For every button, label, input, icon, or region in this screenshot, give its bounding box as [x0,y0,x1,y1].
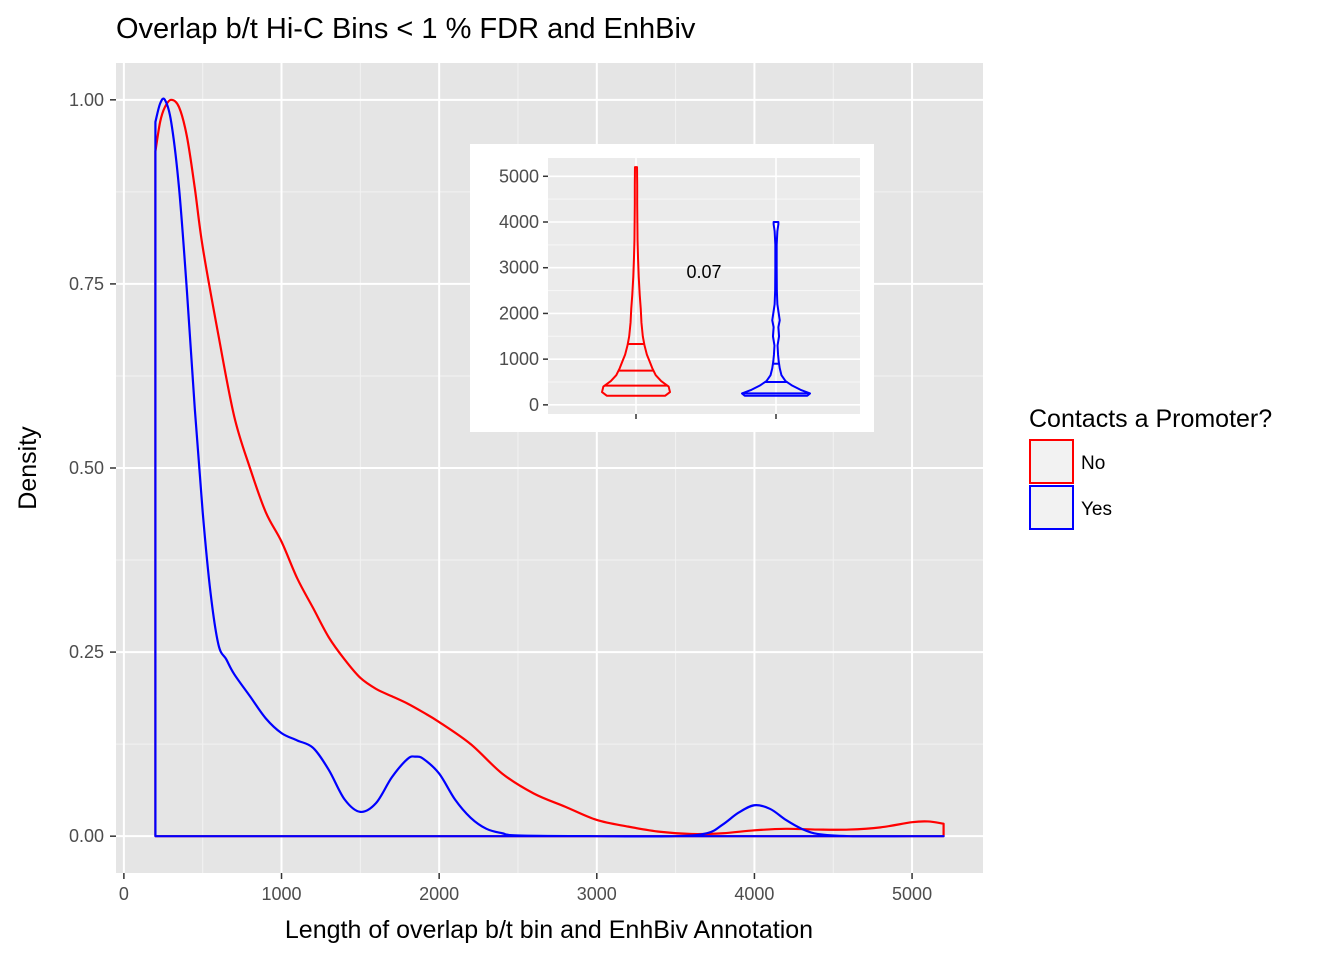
y-tick-label: 0.50 [69,458,104,478]
x-axis-label: Length of overlap b/t bin and EnhBiv Ann… [285,916,813,944]
y-axis-label: Density [14,426,42,510]
legend: Contacts a Promoter? No Yes [1029,405,1272,530]
x-tick-label: 3000 [577,884,617,904]
inset-y-tick-label: 3000 [499,258,539,278]
density-curve-yes [154,97,945,838]
x-tick-label: 5000 [892,884,932,904]
x-tick-label: 1000 [261,884,301,904]
inset-y-tick-label: 1000 [499,349,539,369]
violin-yes [741,221,811,397]
density-series [154,97,945,838]
chart-title: Overlap b/t Hi-C Bins < 1 % FDR and EnhB… [116,13,696,45]
inset-grid [548,158,860,414]
density-curve-no [154,98,945,838]
main-axes: 0 1000 2000 3000 4000 5000 0.00 0.25 0.50 0.75 1.0… [69,90,932,904]
inset-violin-plot: 0.07 0 1000 2000 3000 4000 5000 [470,144,874,432]
y-tick-label: 0.00 [69,826,104,846]
x-tick-label: 2000 [419,884,459,904]
legend-items: No Yes [1029,439,1112,530]
y-tick-label: 0.75 [69,274,104,294]
inset-y-tick-label: 5000 [499,166,539,186]
legend-key-no [1029,439,1074,484]
y-tick-label: 1.00 [69,90,104,110]
y-tick-label: 0.25 [69,642,104,662]
inset-annotation: 0.07 [686,262,721,282]
inset-y-tick-label: 2000 [499,303,539,323]
legend-title: Contacts a Promoter? [1029,405,1272,433]
legend-key-yes [1029,485,1074,530]
x-tick-label: 4000 [734,884,774,904]
inset-y-tick-label: 0 [529,395,539,415]
inset-violins [601,166,811,397]
violin-no [601,166,671,397]
inset-y-tick-label: 4000 [499,212,539,232]
legend-label-no: No [1081,453,1105,474]
inset-panel [548,158,860,414]
x-tick-label: 0 [119,884,129,904]
inset-axes: 0 1000 2000 3000 4000 5000 [499,166,777,419]
legend-label-yes: Yes [1081,499,1112,520]
